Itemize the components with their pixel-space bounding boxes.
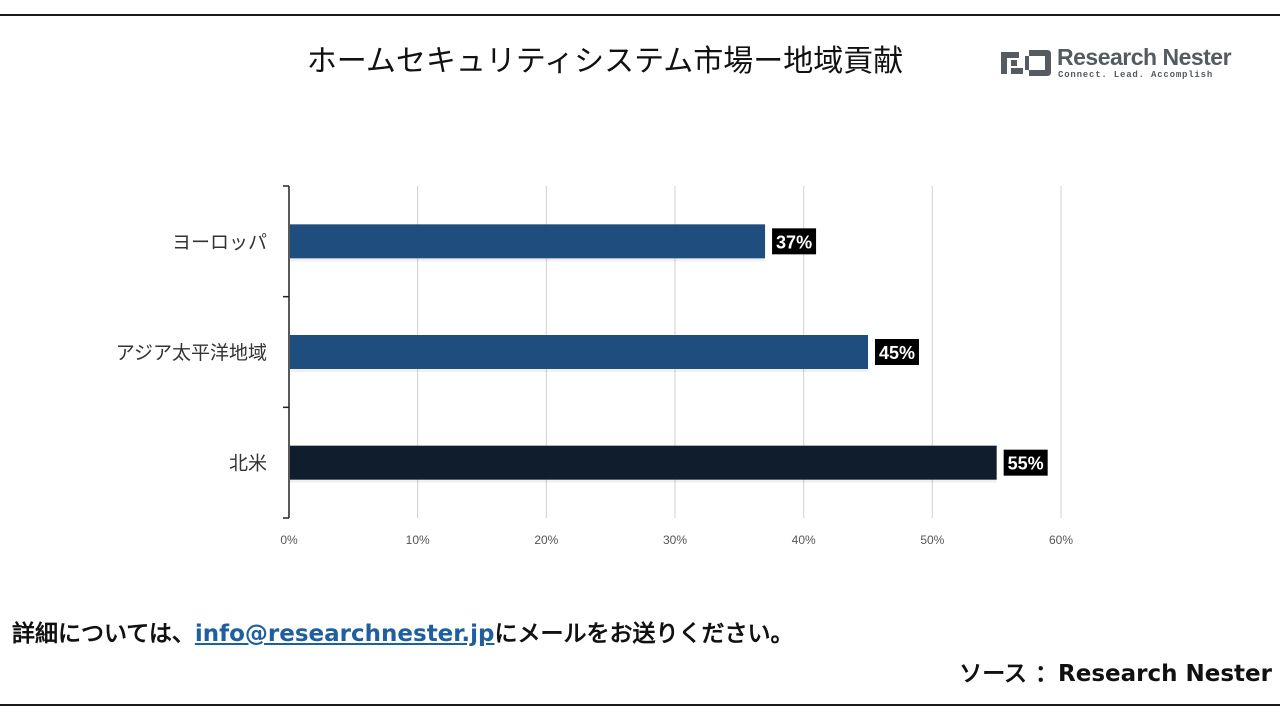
contact-note: 詳細については、info@researchnester.jpにメールをお送りくだ… <box>12 614 793 648</box>
x-tick-label: 50% <box>920 533 944 547</box>
bottom-divider <box>0 704 1280 706</box>
top-divider <box>0 14 1280 16</box>
data-label: 37% <box>776 232 812 252</box>
x-tick-label: 10% <box>406 533 430 547</box>
data-label-bg <box>875 339 919 365</box>
data-label: 55% <box>1008 454 1044 474</box>
contact-suffix: にメールをお送りください。 <box>494 621 794 647</box>
data-label-bg <box>772 228 817 255</box>
x-tick-label: 20% <box>534 533 558 547</box>
bar <box>290 445 997 480</box>
bar <box>290 224 766 259</box>
logo-tagline: Connect. Lead. Accomplish <box>1058 70 1214 80</box>
x-tick-label: 0% <box>280 533 298 547</box>
contact-prefix: 詳細については、 <box>12 621 195 647</box>
email-link[interactable]: info@researchnester.jp <box>194 621 495 647</box>
research-nester-logo: Research Nester Connect. Lead. Accomplis… <box>997 44 1232 84</box>
data-label: 45% <box>879 343 915 363</box>
x-tick-label: 30% <box>663 533 687 547</box>
data-label-bg <box>1003 449 1048 476</box>
x-tick-label: 40% <box>792 533 816 547</box>
category-label: ヨーロッパ <box>172 231 267 253</box>
category-label: アジア太平洋地域 <box>116 342 267 364</box>
x-tick-label: 60% <box>1049 533 1073 547</box>
logo-name: Research Nester <box>1057 44 1232 70</box>
source-credit: ソース ：Research Nester <box>959 661 1272 687</box>
chart-title: ホームセキュリティシステム市場ー地域貢献 <box>306 44 904 79</box>
category-label: 北米 <box>229 453 267 475</box>
logo-mark-icon <box>1001 50 1051 76</box>
bar <box>290 335 868 369</box>
